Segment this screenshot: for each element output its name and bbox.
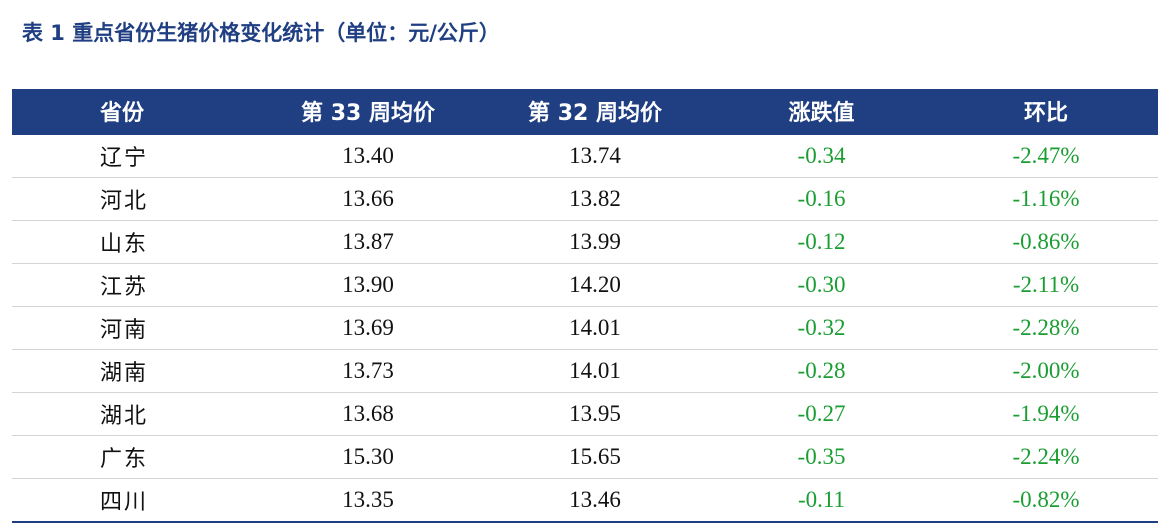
- cell-province: 湖南: [12, 349, 255, 393]
- cell-change-rate: -1.16%: [934, 177, 1158, 221]
- cell-province: 河北: [12, 177, 255, 221]
- cell-change-value: -0.34: [709, 134, 934, 178]
- cell-change-rate: -2.00%: [934, 349, 1158, 393]
- cell-week32-avg: 13.95: [481, 392, 709, 436]
- cell-week32-avg: 14.01: [481, 349, 709, 393]
- cell-week33-avg: 13.73: [255, 349, 481, 393]
- cell-week33-avg: 13.40: [255, 134, 481, 178]
- table-row: 湖北 13.68 13.95 -0.27 -1.94%: [12, 392, 1158, 436]
- cell-change-rate: -1.94%: [934, 392, 1158, 436]
- header-week32-avg: 第 32 周均价: [481, 89, 709, 135]
- cell-change-value: -0.27: [709, 392, 934, 436]
- price-table-container: 省份 第 33 周均价 第 32 周均价 涨跌值 环比 辽宁 13.40 13.…: [12, 89, 1158, 523]
- cell-change-value: -0.30: [709, 263, 934, 307]
- cell-change-rate: -2.28%: [934, 306, 1158, 350]
- table-row: 广东 15.30 15.65 -0.35 -2.24%: [12, 435, 1158, 479]
- cell-change-value: -0.11: [709, 478, 934, 523]
- cell-province: 辽宁: [12, 134, 255, 178]
- header-change-value: 涨跌值: [709, 89, 934, 135]
- header-week33-avg: 第 33 周均价: [255, 89, 481, 135]
- cell-province: 山东: [12, 220, 255, 264]
- cell-province: 四川: [12, 478, 255, 523]
- table-body: 辽宁 13.40 13.74 -0.34 -2.47% 河北 13.66 13.…: [12, 134, 1158, 523]
- cell-week33-avg: 13.90: [255, 263, 481, 307]
- cell-week32-avg: 14.01: [481, 306, 709, 350]
- cell-change-rate: -0.86%: [934, 220, 1158, 264]
- cell-week33-avg: 13.66: [255, 177, 481, 221]
- cell-week32-avg: 13.74: [481, 134, 709, 178]
- header-row: 省份 第 33 周均价 第 32 周均价 涨跌值 环比: [12, 89, 1158, 135]
- cell-week32-avg: 14.20: [481, 263, 709, 307]
- cell-week32-avg: 15.65: [481, 435, 709, 479]
- cell-week33-avg: 13.69: [255, 306, 481, 350]
- table-row: 河南 13.69 14.01 -0.32 -2.28%: [12, 306, 1158, 350]
- table-row: 湖南 13.73 14.01 -0.28 -2.00%: [12, 349, 1158, 393]
- table-row: 河北 13.66 13.82 -0.16 -1.16%: [12, 177, 1158, 221]
- cell-week32-avg: 13.99: [481, 220, 709, 264]
- table-row: 辽宁 13.40 13.74 -0.34 -2.47%: [12, 134, 1158, 178]
- cell-change-value: -0.28: [709, 349, 934, 393]
- cell-week32-avg: 13.46: [481, 478, 709, 523]
- cell-province: 湖北: [12, 392, 255, 436]
- table-header: 省份 第 33 周均价 第 32 周均价 涨跌值 环比: [12, 89, 1158, 135]
- cell-week33-avg: 15.30: [255, 435, 481, 479]
- cell-change-rate: -2.24%: [934, 435, 1158, 479]
- price-table: 省份 第 33 周均价 第 32 周均价 涨跌值 环比 辽宁 13.40 13.…: [12, 89, 1158, 523]
- cell-change-value: -0.35: [709, 435, 934, 479]
- cell-change-value: -0.32: [709, 306, 934, 350]
- cell-change-rate: -2.47%: [934, 134, 1158, 178]
- table-caption: 表 1 重点省份生猪价格变化统计（单位：元/公斤）: [22, 21, 500, 45]
- cell-province: 江苏: [12, 263, 255, 307]
- table-row: 山东 13.87 13.99 -0.12 -0.86%: [12, 220, 1158, 264]
- cell-week32-avg: 13.82: [481, 177, 709, 221]
- header-province: 省份: [12, 89, 255, 135]
- table-row: 江苏 13.90 14.20 -0.30 -2.11%: [12, 263, 1158, 307]
- cell-province: 广东: [12, 435, 255, 479]
- header-change-rate: 环比: [934, 89, 1158, 135]
- cell-week33-avg: 13.68: [255, 392, 481, 436]
- cell-week33-avg: 13.87: [255, 220, 481, 264]
- cell-change-rate: -2.11%: [934, 263, 1158, 307]
- cell-change-value: -0.12: [709, 220, 934, 264]
- table-row: 四川 13.35 13.46 -0.11 -0.82%: [12, 478, 1158, 523]
- cell-change-value: -0.16: [709, 177, 934, 221]
- cell-province: 河南: [12, 306, 255, 350]
- cell-week33-avg: 13.35: [255, 478, 481, 523]
- cell-change-rate: -0.82%: [934, 478, 1158, 523]
